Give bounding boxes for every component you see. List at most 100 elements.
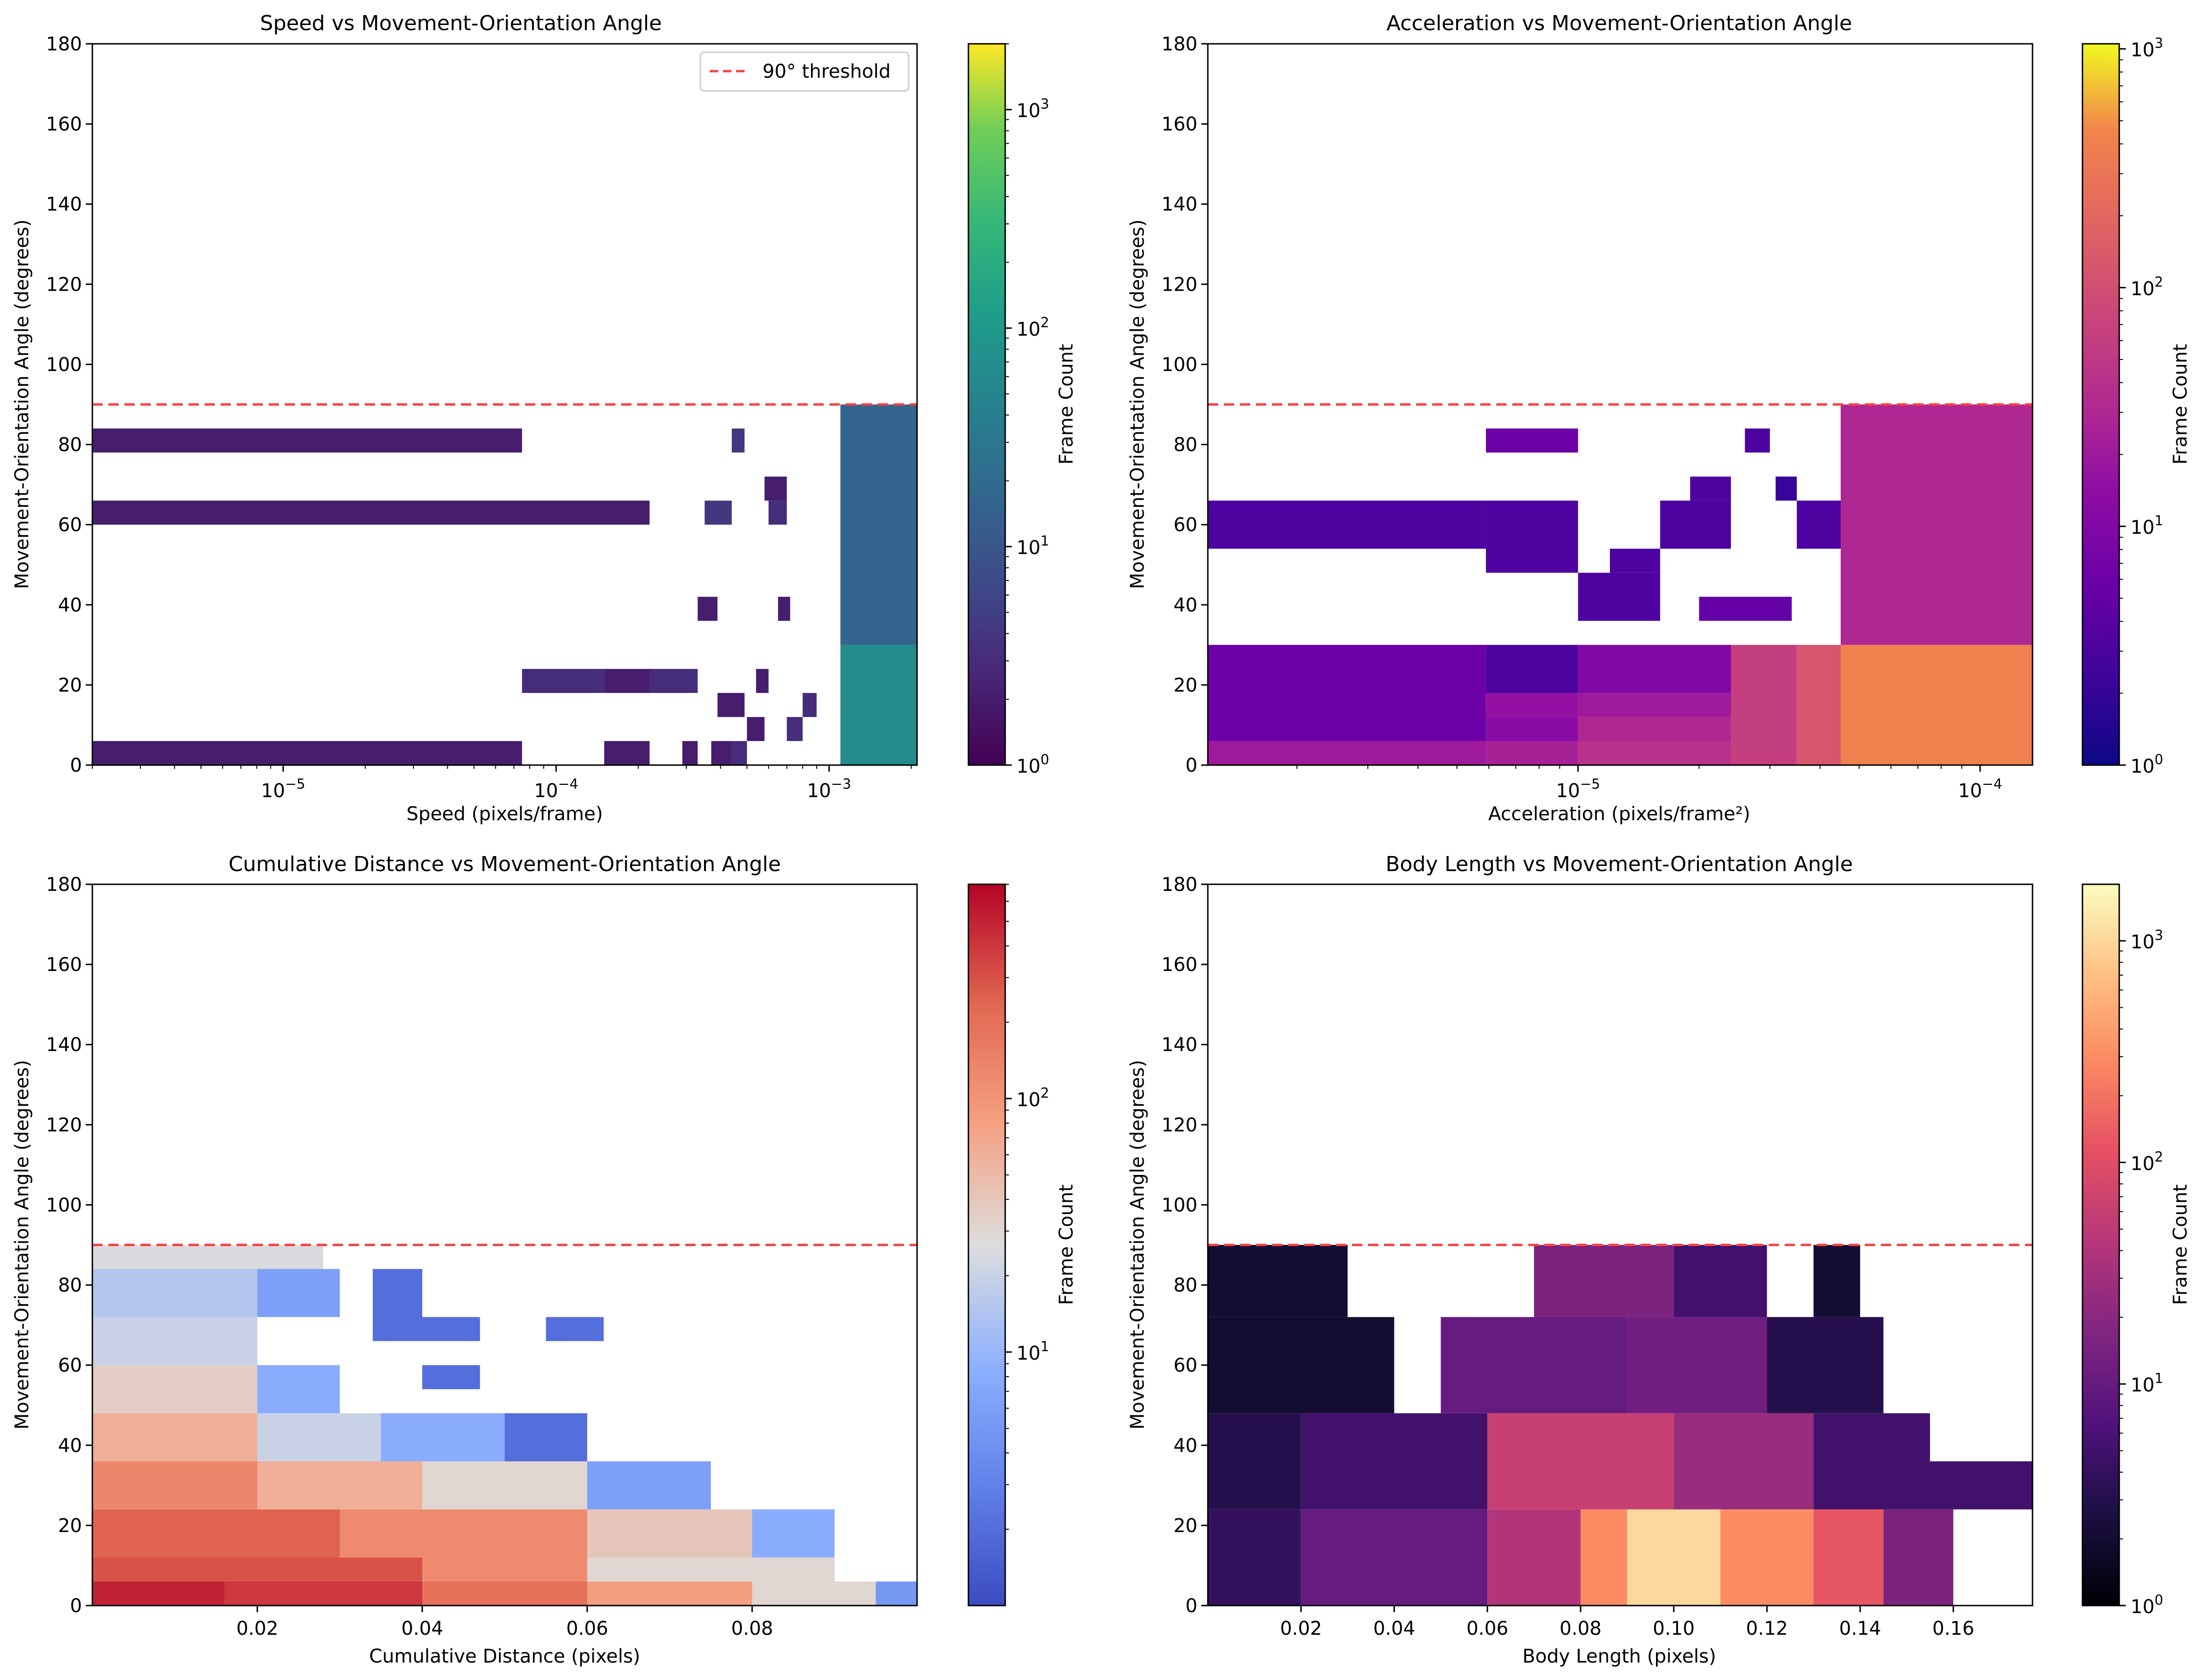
panel-body-length-cells xyxy=(1208,1245,2033,1606)
panel-body-length-xlabel: Body Length (pixels) xyxy=(1522,1646,1716,1667)
heatmap-cell xyxy=(92,1581,224,1606)
heatmap-cell xyxy=(1796,644,1841,765)
heatmap-cell xyxy=(587,1581,752,1606)
x-tick-label: 0.14 xyxy=(1839,1618,1881,1639)
heatmap-cell xyxy=(1745,428,1770,453)
y-tick-label: 60 xyxy=(58,514,82,536)
panel-distance-title: Cumulative Distance vs Movement-Orientat… xyxy=(229,852,781,876)
heatmap-cell xyxy=(373,1269,422,1341)
x-tick-label: 0.16 xyxy=(1932,1618,1974,1639)
y-tick-label: 120 xyxy=(46,274,82,295)
panel-acceleration-frame xyxy=(1207,43,2033,766)
panel-body-length-frame xyxy=(1207,883,2033,1607)
y-tick-label: 60 xyxy=(1173,1355,1197,1377)
heatmap-cell xyxy=(1208,1509,1301,1606)
heatmap-cell xyxy=(731,741,747,765)
heatmap-cell xyxy=(1486,741,1578,765)
heatmap-cell xyxy=(1840,404,2033,645)
heatmap-cell xyxy=(1610,548,1660,573)
heatmap-cell xyxy=(522,669,605,693)
y-tick-label: 160 xyxy=(46,114,82,135)
panel-speed-colorbar xyxy=(967,43,1006,766)
heatmap-cell xyxy=(257,1269,340,1317)
colorbar-tick-label: 102 xyxy=(1016,1085,1049,1111)
heatmap-cell xyxy=(1441,1317,1627,1413)
x-tick-label: 10−5 xyxy=(1556,776,1600,802)
panel-body-length-xticks: 0.02 0.04 0.06 0.08 0.10 0.12 0.14 0.16 xyxy=(1280,1606,1974,1639)
x-tick-label: 0.12 xyxy=(1746,1618,1788,1639)
y-tick-label: 60 xyxy=(58,1355,82,1377)
heatmap-cell xyxy=(604,669,650,693)
heatmap-cell xyxy=(1486,693,1578,717)
panel-distance-colorbar-label: Frame Count xyxy=(1056,1184,1077,1305)
y-tick-label: 140 xyxy=(1162,194,1197,215)
y-tick-label: 160 xyxy=(1162,114,1197,135)
y-tick-label: 120 xyxy=(46,1114,82,1136)
heatmap-cell xyxy=(1627,1509,1721,1606)
heatmap-cell xyxy=(840,404,917,645)
heatmap-cell xyxy=(1208,1317,1394,1413)
heatmap-cell xyxy=(257,1365,340,1413)
heatmap-cell xyxy=(876,1581,917,1606)
panel-distance-yticks: 0 20 40 60 80 100 120 140 160 180 xyxy=(46,874,92,1617)
y-tick-label: 180 xyxy=(46,874,82,896)
panel-distance-xlabel: Cumulative Distance (pixels) xyxy=(369,1646,640,1667)
heatmap-cell xyxy=(92,1461,257,1509)
panel-body-length-colorbar-ticks: 100 101 102 103 xyxy=(2119,927,2163,1618)
heatmap-cell xyxy=(731,428,745,453)
x-tick-label: 10−3 xyxy=(807,776,852,802)
heatmap-cell xyxy=(224,1581,422,1606)
x-tick-label: 0.08 xyxy=(731,1618,773,1639)
panel-acceleration-ylabel: Movement-Orientation Angle (degrees) xyxy=(1127,220,1148,589)
heatmap-cell xyxy=(746,717,765,741)
heatmap-cell xyxy=(711,741,732,765)
heatmap-cell xyxy=(1813,1509,1884,1606)
colorbar-tick-label: 102 xyxy=(1016,314,1049,340)
x-tick-label: 0.06 xyxy=(566,1618,608,1639)
panel-distance-cells xyxy=(92,1245,917,1606)
heatmap-cell xyxy=(92,741,522,765)
panel-speed-ylabel: Movement-Orientation Angle (degrees) xyxy=(11,220,33,589)
colorbar-tick-label: 101 xyxy=(2131,1370,2163,1396)
y-tick-label: 140 xyxy=(46,1034,82,1056)
heatmap-cell xyxy=(697,596,718,621)
colorbar-tick-label: 101 xyxy=(1016,533,1049,559)
heatmap-cell xyxy=(768,500,787,525)
heatmap-cell xyxy=(92,1365,257,1413)
heatmap-cell xyxy=(1690,476,1731,501)
heatmap-cell xyxy=(1796,500,1841,549)
panel-acceleration: Acceleration vs Movement-Orientation Ang… xyxy=(1127,11,2191,825)
x-tick-label: 0.10 xyxy=(1653,1618,1695,1639)
panel-speed-xticks: 10−5 10−4 10−3 xyxy=(92,765,912,802)
heatmap-cell xyxy=(1580,1509,1627,1606)
heatmap-cell xyxy=(422,1581,587,1606)
heatmap-cell xyxy=(1534,1245,1674,1317)
heatmap-cell xyxy=(1208,1245,1348,1317)
panel-speed-xlabel: Speed (pixels/frame) xyxy=(407,803,603,825)
y-tick-label: 180 xyxy=(1162,33,1197,55)
heatmap-cell xyxy=(340,1509,587,1558)
x-tick-label: 0.04 xyxy=(1373,1618,1415,1639)
panel-body-length: Body Length vs Movement-Orientation Angl… xyxy=(1127,852,2191,1667)
x-tick-label: 10−4 xyxy=(534,776,578,802)
heatmap-cell xyxy=(1660,500,1731,549)
panel-speed-legend: 90° threshold xyxy=(699,51,910,92)
panel-speed-yticks: 0 20 40 60 80 100 120 140 160 180 xyxy=(46,33,92,776)
colorbar-tick-label: 100 xyxy=(2131,751,2163,777)
y-tick-label: 160 xyxy=(1162,954,1197,976)
panel-distance-colorbar-ticks: 101 102 xyxy=(1005,884,1049,1530)
heatmap-cell xyxy=(682,741,698,765)
panel-acceleration-xlabel: Acceleration (pixels/frame²) xyxy=(1488,803,1750,825)
y-tick-label: 0 xyxy=(70,1595,82,1617)
colorbar-tick-label: 103 xyxy=(2131,35,2163,61)
heatmap-cell xyxy=(756,669,769,693)
y-tick-label: 20 xyxy=(1173,1515,1197,1537)
heatmap-cell xyxy=(1673,1413,1814,1509)
colorbar-tick-label: 101 xyxy=(1016,1338,1049,1364)
heatmap-cell xyxy=(92,1245,323,1269)
heatmap-cell xyxy=(92,500,650,525)
panel-body-length-colorbar-label: Frame Count xyxy=(2170,1184,2191,1305)
y-tick-label: 40 xyxy=(58,595,82,616)
panel-acceleration-colorbar-label: Frame Count xyxy=(2170,344,2191,465)
y-tick-label: 180 xyxy=(1162,874,1197,896)
